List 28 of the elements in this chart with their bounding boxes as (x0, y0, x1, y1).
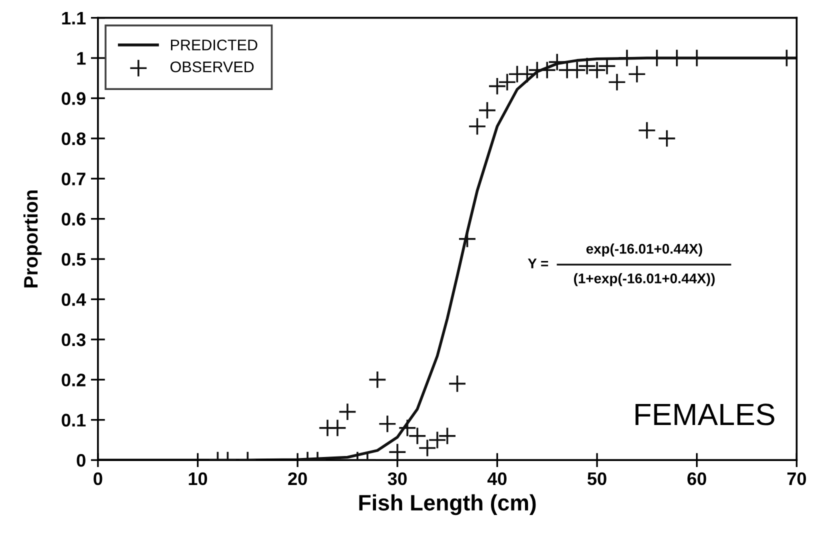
y-tick-label: 1.1 (62, 12, 86, 24)
x-tick-label: 60 (687, 472, 706, 486)
y-tick-label: 0.1 (62, 414, 86, 427)
x-tick-label: 0 (94, 472, 102, 486)
y-tick-label: 0.7 (62, 172, 86, 186)
legend-label: OBSERVED (170, 61, 254, 72)
y-tick-label: 0.9 (62, 92, 86, 105)
x-axis-title: Fish Length (cm) (359, 494, 536, 516)
y-tick-label: 0.5 (62, 252, 86, 266)
x-tick-label: 40 (487, 472, 507, 486)
annotation: (1+exp(-16.01+0.44X)) (574, 273, 715, 286)
y-axis-title: Proportion (23, 190, 42, 288)
x-tick-label: 70 (787, 472, 806, 486)
y-tick-label: 0.2 (62, 374, 86, 386)
annotation: exp(-16.01+0.44X) (586, 244, 702, 256)
x-tick-label: 30 (388, 472, 407, 486)
y-tick-label: 0 (76, 454, 86, 467)
x-tick-label: 50 (588, 472, 606, 486)
y-tick-label: 0.4 (62, 293, 86, 306)
y-tick-label: 0.8 (62, 132, 86, 146)
x-tick-label: 10 (188, 472, 208, 486)
x-tick-label: 20 (288, 472, 307, 486)
y-tick-label: 1 (77, 52, 86, 65)
annotation: Y = (528, 258, 548, 268)
y-tick-label: 0.3 (62, 333, 86, 346)
legend-label: PREDICTED (170, 40, 258, 50)
annotation: FEMALES (636, 404, 774, 426)
y-tick-label: 0.6 (62, 212, 86, 226)
